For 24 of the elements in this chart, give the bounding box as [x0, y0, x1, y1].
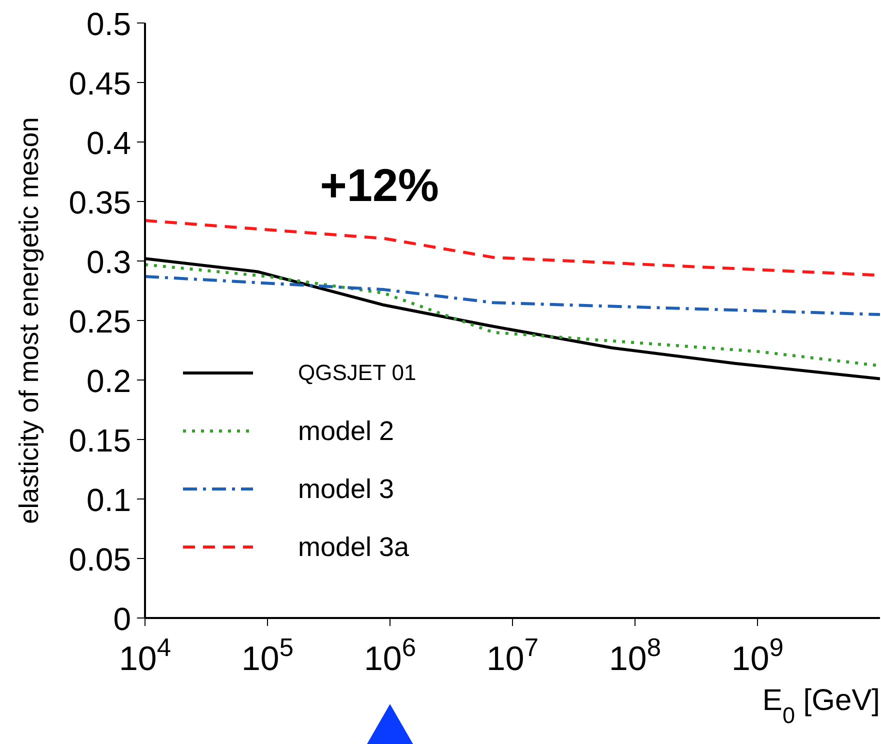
x-tick-label: 10$^{6}$: [364, 634, 416, 678]
y-tick-label: 0: [113, 601, 131, 637]
annotation: +12%: [320, 158, 439, 212]
legend-label: QGSJET 01: [298, 360, 416, 386]
y-tick-label: 0.3: [86, 244, 131, 280]
x-axis-title: E$_{0}$ [GeV]: [762, 684, 880, 728]
y-axis-title: elasticity of most energetic meson: [14, 117, 44, 524]
x-tick-label: 10$^{4}$: [118, 634, 172, 678]
x-tick-label: 10$^{9}$: [731, 634, 784, 678]
x-tick-label: 10$^{5}$: [241, 634, 294, 678]
y-tick-label: 0.35: [68, 184, 131, 220]
y-tick-label: 0.2: [86, 363, 131, 399]
legend-label: model 2: [298, 416, 394, 446]
y-tick-label: 0.5: [86, 6, 131, 42]
y-tick-label: 0.45: [68, 66, 131, 102]
x-tick-label: 10$^{7}$: [486, 634, 539, 678]
legend-label: model 3: [298, 474, 394, 504]
y-tick-label: 0.4: [86, 125, 131, 161]
y-tick-label: 0.1: [86, 482, 131, 518]
y-tick-label: 0.15: [68, 422, 131, 458]
x-tick-label: 10$^{8}$: [608, 634, 662, 678]
legend-label: model 3a: [298, 532, 410, 562]
y-tick-label: 0.25: [68, 304, 131, 340]
y-tick-label: 0.05: [68, 542, 131, 578]
